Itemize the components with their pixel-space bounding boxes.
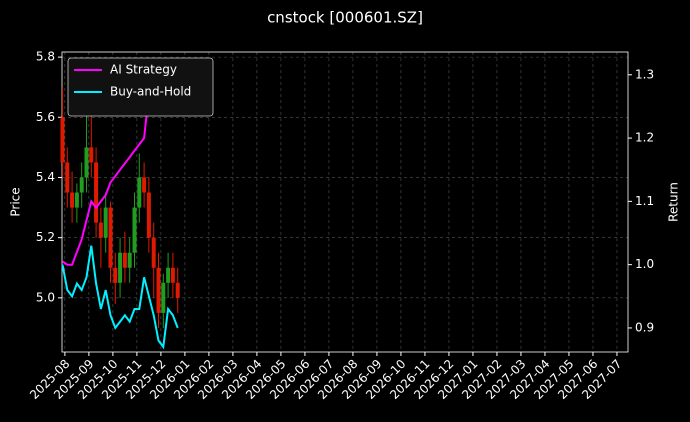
candle-body	[79, 177, 84, 193]
candle-body	[142, 177, 147, 193]
line-series	[61, 245, 179, 350]
candle-body	[113, 267, 118, 283]
y-tick-label: 5.4	[36, 170, 55, 184]
y2-tick-label: 1.0	[635, 257, 654, 271]
y-tick-label: 5.2	[36, 230, 55, 244]
candle-body	[175, 282, 180, 298]
legend-label: AI Strategy	[110, 63, 177, 77]
candle-body	[74, 192, 79, 208]
legend-label: Buy-and-Hold	[110, 85, 191, 99]
candle-body	[151, 237, 156, 268]
candle-body	[122, 252, 127, 268]
candle-body	[103, 207, 108, 238]
candle-body	[84, 147, 89, 178]
y-tick-label: 5.6	[36, 110, 55, 124]
candle-body	[156, 267, 161, 313]
candle-body	[161, 282, 166, 313]
candle-body	[146, 192, 151, 238]
candle-body	[60, 117, 65, 163]
y-axis-label: Price	[9, 187, 23, 216]
candle-body	[170, 267, 175, 283]
candle-body	[127, 252, 132, 268]
legend: AI Strategy Buy-and-Hold	[67, 57, 214, 117]
candle-body	[89, 147, 94, 163]
candle-body	[65, 162, 70, 193]
candle-body	[132, 207, 137, 253]
legend-box	[67, 57, 214, 117]
candle-body	[166, 267, 171, 283]
y2-tick-label: 1.3	[635, 67, 654, 81]
y-tick-label: 5.8	[36, 50, 55, 64]
candle-body	[98, 222, 103, 238]
y2-tick-label: 0.9	[635, 320, 654, 334]
y2-axis-label: Return	[667, 182, 681, 222]
y2-tick-label: 1.1	[635, 194, 654, 208]
y2-tick-label: 1.2	[635, 131, 654, 145]
candle-body	[137, 177, 142, 208]
plot-frame	[61, 51, 629, 353]
candle-body	[70, 192, 75, 208]
y-tick-label: 5.0	[36, 290, 55, 304]
candle-body	[94, 162, 99, 223]
candle-body	[118, 252, 123, 283]
chart-title: cnstock [000601.SZ]	[267, 9, 423, 27]
candle-body	[108, 207, 113, 268]
